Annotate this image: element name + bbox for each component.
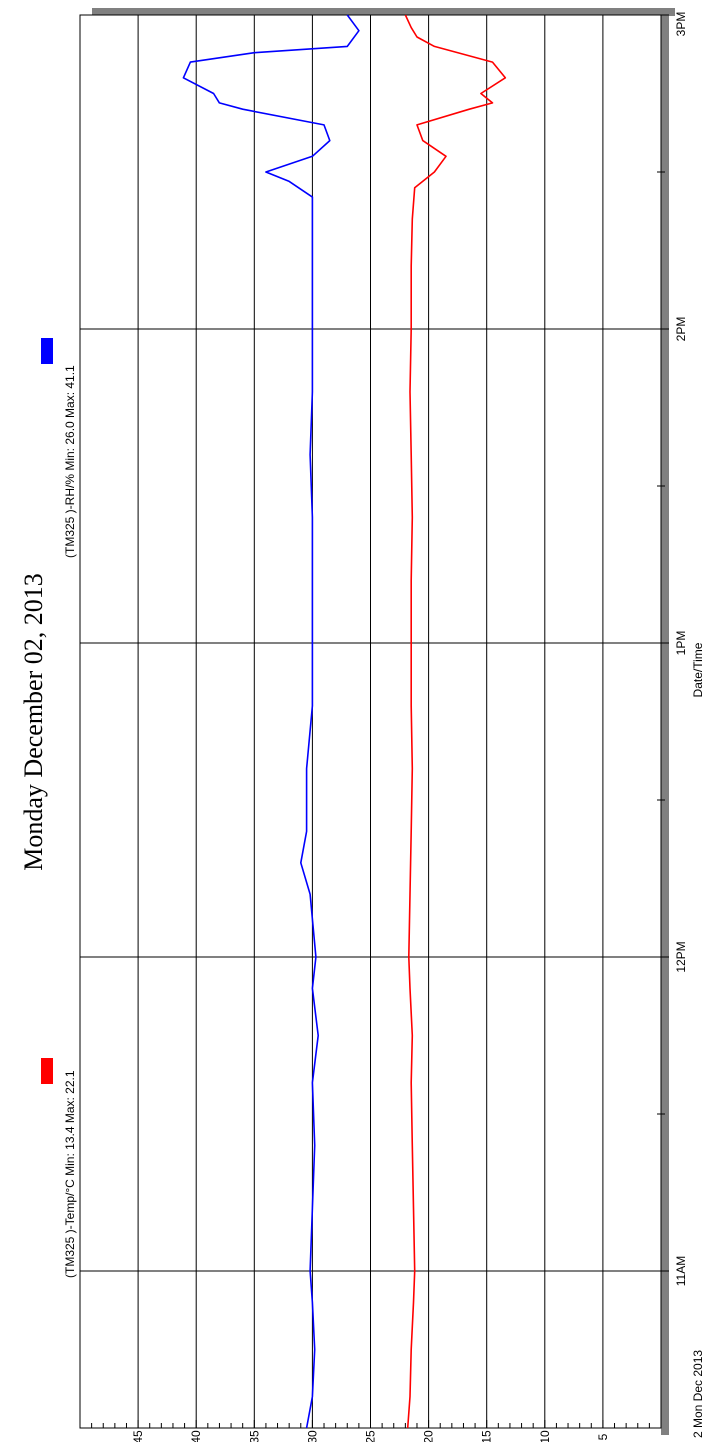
y-tick-label: 45 bbox=[131, 1430, 145, 1442]
series-layer bbox=[182, 14, 507, 1429]
x-axis-label: Date/Time bbox=[691, 642, 705, 697]
y-tick-label: 5 bbox=[596, 1433, 610, 1440]
y-tick-label: 20 bbox=[422, 1430, 436, 1442]
x-tick-label: 1PM bbox=[674, 631, 688, 656]
x-tick-label: 12PM bbox=[674, 941, 688, 972]
plot-shadow-top bbox=[92, 8, 675, 16]
x-tick-label: 3PM bbox=[674, 12, 688, 37]
legend-label-temp: (TM325 )-Temp/°C Min: 13.4 Max: 22.1 bbox=[63, 1070, 77, 1278]
y-tick-label: 30 bbox=[305, 1430, 319, 1442]
grid bbox=[80, 15, 661, 1428]
series-line-rh bbox=[182, 14, 360, 1429]
chart-title: Monday December 02, 2013 bbox=[19, 573, 48, 870]
legend-label-rh: (TM325 )-RH/% Min: 26.0 Max: 41.1 bbox=[63, 365, 77, 558]
ticks: 5 10 15 20 25 30 35 40 45 11AM 12PM 1PM 2PM 3PM bbox=[79, 12, 688, 1442]
x-start-label: 2 Mon Dec 2013 bbox=[691, 1350, 705, 1438]
legend-swatch-rh bbox=[41, 338, 53, 364]
y-tick-label: 10 bbox=[538, 1430, 552, 1442]
legend-swatch-temp bbox=[41, 1058, 53, 1084]
y-tick-label: 25 bbox=[364, 1430, 378, 1442]
x-tick-label: 2PM bbox=[674, 317, 688, 342]
y-tick-label: 35 bbox=[247, 1430, 261, 1442]
y-tick-label: 15 bbox=[480, 1430, 494, 1442]
plot-shadow-bottom bbox=[661, 15, 669, 1435]
x-tick-label: 11AM bbox=[674, 1256, 688, 1286]
legend: (TM325 )-Temp/°C Min: 13.4 Max: 22.1 (TM… bbox=[41, 338, 77, 1278]
y-tick-label: 40 bbox=[189, 1430, 203, 1442]
series-line-temp bbox=[404, 14, 507, 1429]
